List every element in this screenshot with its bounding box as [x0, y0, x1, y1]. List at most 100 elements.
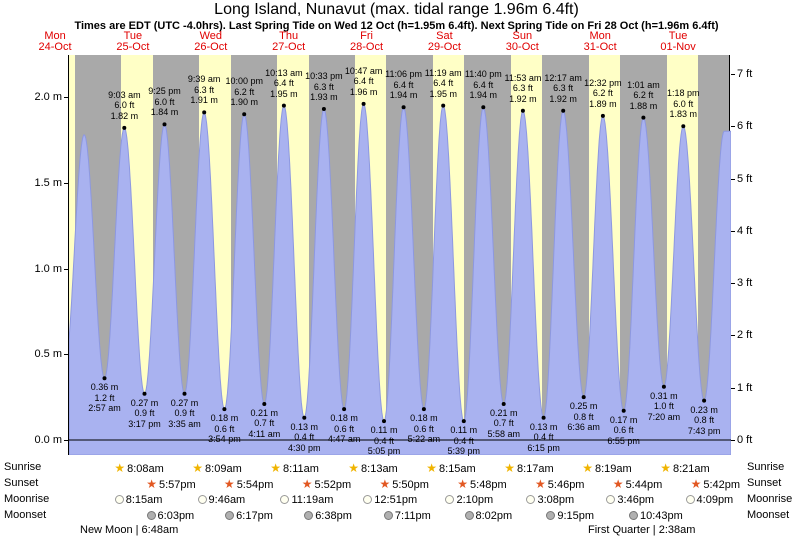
- y-axis-tick-right: [731, 230, 735, 232]
- moonrise-entry: 4:09pm: [685, 493, 734, 508]
- high-tide-label: 1:01 am 6.2 ft 1.88 m: [627, 79, 660, 111]
- tide-extreme-dot: [661, 384, 666, 389]
- tide-extreme-dot: [222, 407, 227, 412]
- tide-extreme-dot: [702, 398, 707, 403]
- moonrise-entry: 2:10pm: [445, 493, 493, 508]
- sunrise-star-icon: ★: [504, 461, 516, 475]
- sunrise-star-icon: ★: [192, 461, 204, 475]
- high-tide-label: 1:18 pm 6.0 ft 1.83 m: [667, 88, 700, 120]
- low-tide-label: 0.27 m 0.9 ft 3:17 pm: [128, 397, 161, 429]
- moonrise-moon-icon: [685, 495, 695, 504]
- moonrise-entry: 3:08pm: [526, 493, 574, 508]
- tide-extreme-dot: [321, 107, 326, 111]
- sunset-time: 5:42pm: [703, 479, 741, 491]
- sunrise-entry: ★ 8:15am: [426, 461, 475, 476]
- page-title: Long Island, Nunavut (max. tidal range 1…: [214, 1, 579, 18]
- sunrise-entry: ★ 8:08am: [114, 461, 163, 476]
- low-tide-label: 0.36 m 1.2 ft 2:57 am: [88, 382, 121, 414]
- sunset-star-icon: ★: [535, 477, 546, 491]
- sunset-row-label: Sunset: [747, 477, 782, 489]
- day-label-24-Oct: Mon 24-Oct: [38, 30, 72, 53]
- sunrise-entry: ★ 8:17am: [504, 461, 553, 476]
- tide-extreme-dot: [621, 408, 626, 413]
- moonrise-entry: 3:46pm: [606, 493, 654, 508]
- y-axis-label-ft: 0 ft: [737, 434, 753, 446]
- moonset-moon-icon: [225, 511, 235, 520]
- tide-extreme-dot: [581, 395, 586, 400]
- y-axis-tick-right: [731, 283, 735, 285]
- y-axis-label-m: 1.5 m: [34, 176, 62, 189]
- sunset-time: 5:46pm: [547, 479, 585, 491]
- sunset-entry: ★ 5:57pm: [146, 477, 195, 492]
- sunset-time: 5:44pm: [625, 479, 663, 491]
- moonset-moon-icon: [546, 511, 556, 520]
- y-axis-tick-right: [731, 178, 735, 180]
- y-axis-tick-right: [731, 126, 735, 128]
- y-axis-label-ft: 4 ft: [737, 224, 753, 237]
- moonrise-time: 2:10pm: [456, 494, 494, 506]
- sunrise-time: 8:21am: [672, 463, 710, 475]
- tide-extreme-dot: [401, 105, 406, 110]
- tide-extreme-dot: [281, 103, 286, 108]
- moonrise-entry: 8:15am: [114, 493, 163, 508]
- sunset-row-label: Sunset: [4, 477, 39, 489]
- moonset-entry: 9:15pm: [546, 509, 594, 524]
- sunrise-entry: ★ 8:13am: [348, 461, 397, 476]
- sunset-time: 5:52pm: [314, 479, 352, 491]
- moonset-entry: 6:38pm: [304, 509, 352, 524]
- moonset-time: 6:03pm: [157, 510, 195, 522]
- tide-extreme-dot: [142, 391, 147, 396]
- y-axis-tick-right: [731, 387, 735, 389]
- sunrise-entry: ★ 8:09am: [192, 461, 241, 476]
- high-tide-label: 12:17 am 6.3 ft 1.92 m: [544, 72, 582, 104]
- tide-extreme-dot: [541, 415, 546, 420]
- low-tide-label: 0.27 m 0.9 ft 3:35 am: [168, 397, 201, 429]
- sunset-star-icon: ★: [612, 477, 624, 491]
- sunset-star-icon: ★: [223, 477, 235, 491]
- day-label-31-Oct: Mon 31-Oct: [583, 30, 617, 53]
- sunrise-star-icon: ★: [114, 461, 126, 475]
- high-tide-label: 11:06 pm 6.4 ft 1.94 m: [385, 69, 422, 101]
- y-axis-tick-left: [64, 97, 68, 98]
- high-tide-label: 11:19 am 6.4 ft 1.95 m: [424, 67, 462, 99]
- moonrise-time: 3:46pm: [617, 494, 655, 506]
- tide-extreme-dot: [182, 391, 187, 396]
- moonset-row-label: Moonset: [4, 509, 47, 521]
- day-label-28-Oct: Fri 28-Oct: [350, 30, 384, 53]
- sunrise-time: 8:11am: [283, 463, 319, 475]
- moonset-entry: 6:03pm: [146, 509, 195, 524]
- low-tide-label: 0.31 m 1.0 ft 7:20 am: [647, 390, 681, 422]
- high-tide-label: 10:47 am 6.4 ft 1.96 m: [344, 65, 383, 97]
- sunrise-time: 8:13am: [361, 463, 398, 475]
- moonrise-moon-icon: [363, 495, 373, 504]
- tide-extreme-labels: 9:03 am 6.0 ft 1.82 m 9:25 pm 6.0 ft 1.84 m 9:…: [69, 55, 729, 456]
- low-tide-label: 0.21 m 0.7 ft 5:58 am: [487, 407, 520, 439]
- sunrise-row-label: Sunrise: [747, 461, 785, 473]
- sunset-star-icon: ★: [690, 477, 702, 491]
- day-label-26-Oct: Wed 26-Oct: [194, 30, 228, 53]
- y-axis-label-ft: 7 ft: [737, 68, 753, 81]
- moonrise-time: 8:15am: [125, 494, 163, 506]
- moonrise-moon-icon: [606, 495, 616, 504]
- y-axis-tick-right: [731, 335, 735, 337]
- tide-curve: [69, 103, 731, 455]
- y-axis-label-m: 2.0 m: [34, 91, 62, 103]
- moonrise-time: 3:08pm: [537, 494, 575, 506]
- day-label-27-Oct: Thu 27-Oct: [272, 30, 306, 53]
- daylight-band: [69, 55, 76, 454]
- y-axis-tick-left: [64, 182, 68, 184]
- tide-extreme-dot: [342, 407, 347, 412]
- y-axis-tick-right: [731, 74, 735, 76]
- y-axis-label-m: 0.5 m: [34, 348, 62, 361]
- low-tide-label: 0.25 m 0.8 ft 6:36 am: [567, 401, 600, 433]
- low-tide-label: 0.21 m 0.7 ft 4:11 am: [248, 407, 281, 439]
- sunrise-time: 8:17am: [517, 463, 554, 475]
- sunrise-star-icon: ★: [270, 461, 282, 475]
- moonset-time: 10:43pm: [639, 510, 683, 522]
- moonrise-moon-icon: [197, 495, 207, 504]
- day-label-01-Nov: Tue 01-Nov: [660, 30, 696, 53]
- tide-extreme-dot: [481, 105, 486, 110]
- tide-extreme-dots: [102, 101, 707, 424]
- moonrise-time: 4:09pm: [696, 494, 734, 506]
- y-axis-tick-left: [64, 268, 68, 270]
